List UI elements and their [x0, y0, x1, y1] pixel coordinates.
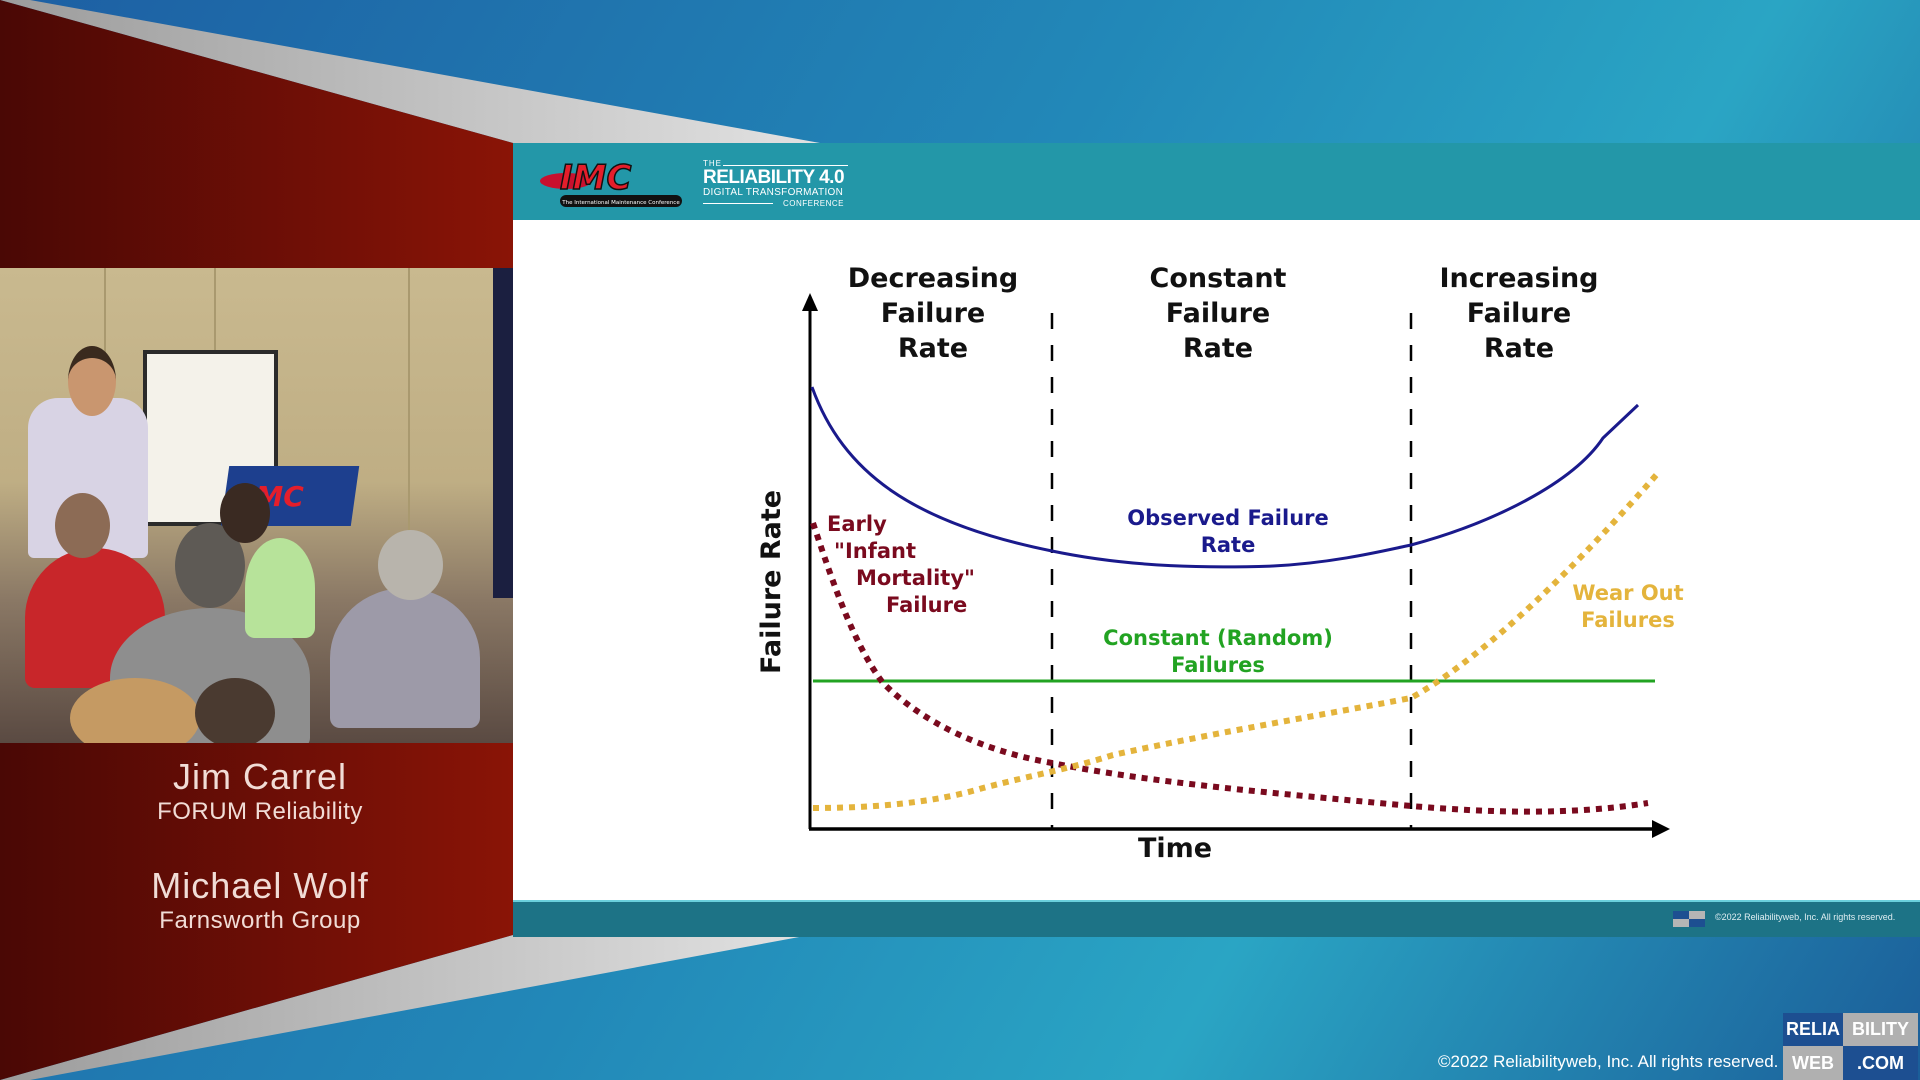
conference-subtitle: DIGITAL TRANSFORMATION [703, 187, 844, 198]
reliabilityweb-mini-logo [1673, 911, 1705, 927]
logo-cell-web: WEB [1783, 1046, 1843, 1080]
random-failures-label: Constant (Random) Failures [1103, 626, 1333, 677]
wear-out-curve [812, 471, 1661, 811]
presenter-video[interactable]: IMC [0, 268, 513, 743]
speaker-panel: IMC Jim Carrel FORUM Reliability Michael… [0, 0, 513, 935]
speaker-2-name: Michael Wolf [151, 865, 369, 906]
speaker-1-org: FORUM Reliability [157, 798, 363, 825]
conference-logo: THE RELIABILITY 4.0 DIGITAL TRANSFORMATI… [703, 159, 845, 208]
header-rule [703, 203, 773, 204]
phase-label-increasing: Increasing Failure Rate [1439, 263, 1599, 364]
presentation-slide: IMC The International Maintenance Confer… [513, 143, 1920, 937]
logo-cell-relia: RELIA [1783, 1013, 1843, 1046]
slide-header: IMC The International Maintenance Confer… [513, 143, 1920, 220]
audience-head [195, 678, 275, 743]
slide-footer: ©2022 Reliabilityweb, Inc. All rights re… [513, 900, 1920, 937]
audience-member [245, 538, 315, 638]
logo-cell-com: .COM [1843, 1046, 1918, 1080]
video-copyright: ©2022 Reliabilityweb, Inc. All rights re… [1438, 1052, 1779, 1071]
phase-label-constant: Constant Failure Rate [1149, 263, 1287, 364]
audience-member [330, 588, 480, 728]
y-axis-label: Failure Rate [756, 489, 787, 674]
infant-mortality-label: Early "Infant Mortality" Failure [827, 512, 975, 617]
reliabilityweb-logo: RELIA BILITY WEB .COM [1783, 1013, 1918, 1080]
slide-copyright: ©2022 Reliabilityweb, Inc. All rights re… [1715, 912, 1896, 922]
imc-tagline: The International Maintenance Conference [561, 200, 680, 206]
speaker-1-name: Jim Carrel [172, 756, 347, 797]
audience-head [378, 530, 443, 600]
imc-logo-text: IMC [560, 158, 631, 198]
speaker-2: Michael Wolf Farnsworth Group [0, 865, 520, 935]
conference-title: RELIABILITY 4.0 [703, 167, 845, 188]
speaker-2-org: Farnsworth Group [159, 907, 361, 934]
curtain [493, 268, 513, 598]
wear-out-label: Wear Out Failures [1572, 581, 1684, 632]
y-axis-arrow-icon [802, 293, 818, 311]
speaker-1: Jim Carrel FORUM Reliability [0, 756, 520, 826]
observed-failure-label: Observed Failure Rate [1127, 506, 1329, 557]
x-axis-arrow-icon [1652, 820, 1670, 838]
phase-label-decreasing: Decreasing Failure Rate [847, 263, 1019, 364]
x-axis-label: Time [1138, 833, 1213, 864]
header-rule [723, 165, 848, 166]
infant-mortality-curve [810, 522, 1649, 815]
wall-seam [408, 268, 410, 568]
bathtub-chart [802, 293, 1670, 838]
logo-cell-bility: BILITY [1843, 1013, 1918, 1046]
audience-head [70, 678, 200, 743]
observed-failure-curve [810, 386, 1640, 569]
conference-word: CONFERENCE [783, 199, 845, 208]
imc-logo: IMC The International Maintenance Confer… [540, 157, 682, 207]
presenter-head [68, 346, 116, 416]
conference-the: THE [703, 159, 722, 168]
audience-head [55, 493, 110, 558]
audience-head [220, 483, 270, 543]
